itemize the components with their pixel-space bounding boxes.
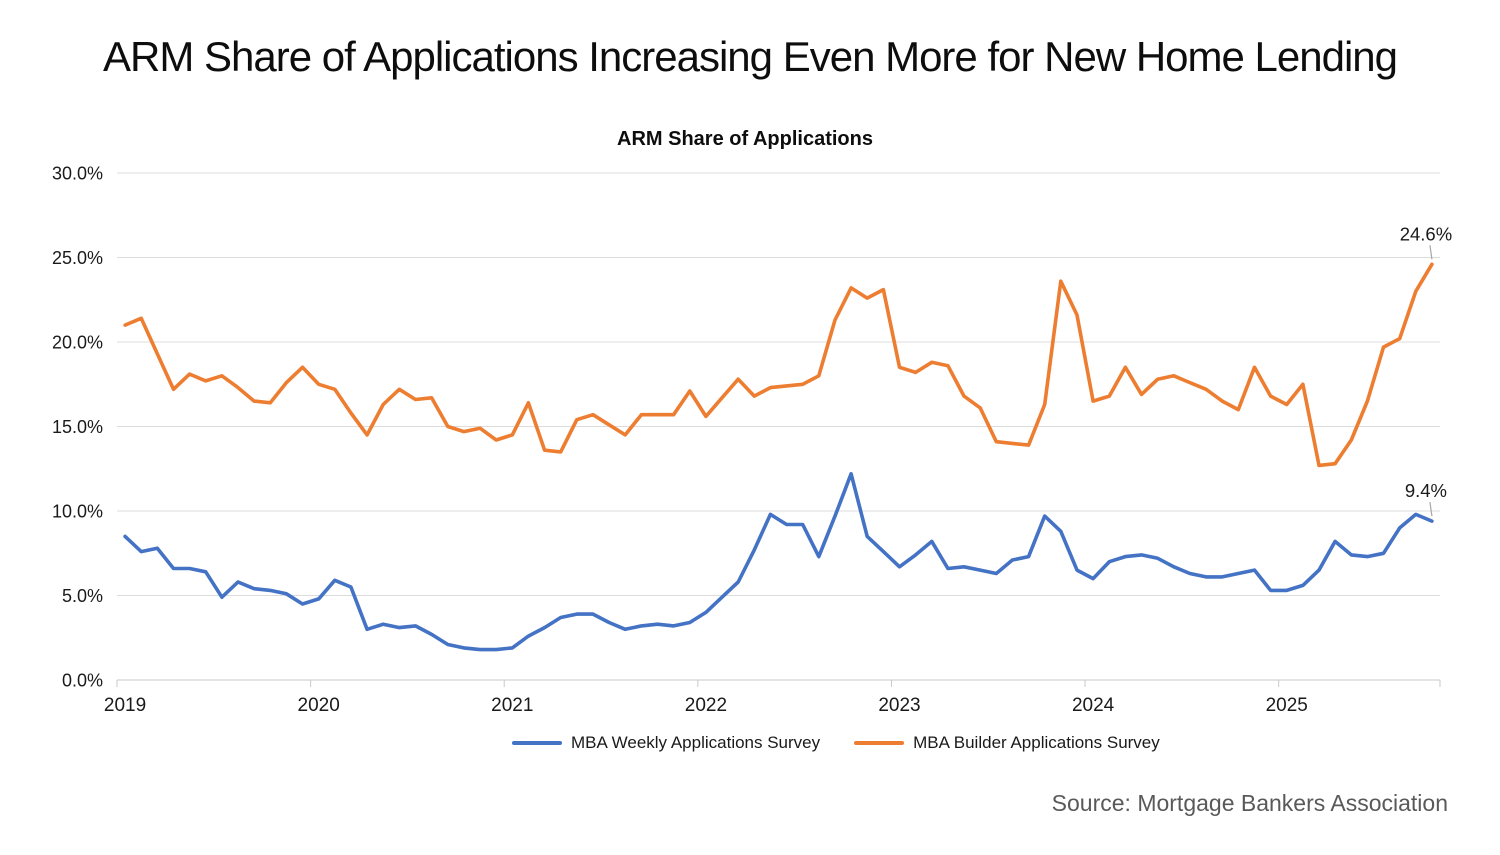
last-point-data-label: 9.4% — [1405, 480, 1447, 501]
data-label-leader-line — [1429, 502, 1433, 517]
weekly-survey-line — [123, 471, 1434, 652]
legend-label-builder-survey: MBA Builder Applications Survey — [913, 733, 1160, 752]
y-axis-tick-label: 30.0% — [52, 164, 103, 184]
y-axis-tick-label: 15.0% — [52, 417, 103, 437]
data-label-leader-line — [1429, 245, 1433, 260]
y-axis-tick-label: 5.0% — [62, 586, 103, 606]
last-point-data-label: 24.6% — [1400, 223, 1452, 244]
weekly-survey-line-swatch — [512, 740, 562, 746]
x-axis-tick-label: 2022 — [685, 695, 727, 716]
x-axis-tick-label: 2021 — [491, 695, 533, 716]
x-axis-tick-label: 2020 — [298, 695, 340, 716]
chart-legend: MBA Weekly Applications Survey MBA Build… — [512, 733, 1160, 753]
y-axis-tick-label: 10.0% — [52, 502, 103, 522]
x-axis-tick-label: 2024 — [1072, 695, 1115, 716]
legend-item-builder-survey: MBA Builder Applications Survey — [854, 733, 1160, 753]
x-axis-tick-label: 2025 — [1266, 695, 1308, 716]
x-axis-tick-label: 2023 — [878, 695, 920, 716]
builder-survey-line — [123, 262, 1434, 468]
y-axis-tick-label: 25.0% — [52, 248, 103, 268]
source-note: Source: Mortgage Bankers Association — [1051, 790, 1448, 816]
builder-survey-line-swatch — [854, 740, 905, 746]
legend-item-weekly-survey: MBA Weekly Applications Survey — [512, 733, 820, 753]
y-axis-tick-label: 0.0% — [62, 671, 103, 691]
page-title: ARM Share of Applications Increasing Eve… — [102, 33, 1398, 80]
x-axis-tick-label: 2019 — [104, 695, 146, 716]
chart-title: ARM Share of Applications — [617, 128, 873, 150]
legend-label-weekly-survey: MBA Weekly Applications Survey — [571, 733, 821, 752]
y-axis-tick-label: 20.0% — [52, 333, 103, 353]
